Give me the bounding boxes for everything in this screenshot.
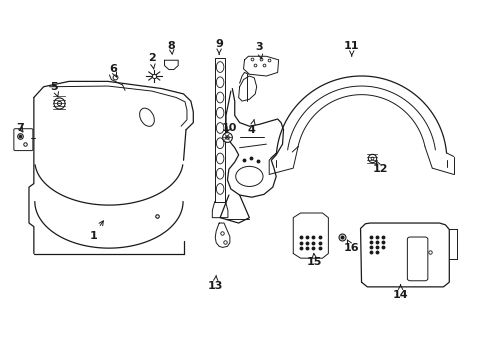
Text: 6: 6 <box>109 64 117 77</box>
Text: 16: 16 <box>343 240 359 253</box>
Text: 1: 1 <box>89 221 103 240</box>
Text: 12: 12 <box>371 161 387 174</box>
Text: 10: 10 <box>221 123 236 133</box>
Text: 3: 3 <box>255 42 263 59</box>
Text: 9: 9 <box>215 39 223 54</box>
Text: 15: 15 <box>306 253 322 267</box>
Text: 8: 8 <box>167 41 175 54</box>
Text: 14: 14 <box>392 285 407 301</box>
Text: 13: 13 <box>207 275 223 291</box>
Text: 4: 4 <box>247 119 255 135</box>
Text: 7: 7 <box>16 123 24 133</box>
Text: 5: 5 <box>50 82 59 97</box>
Text: 11: 11 <box>344 41 359 56</box>
Text: 2: 2 <box>148 53 155 69</box>
